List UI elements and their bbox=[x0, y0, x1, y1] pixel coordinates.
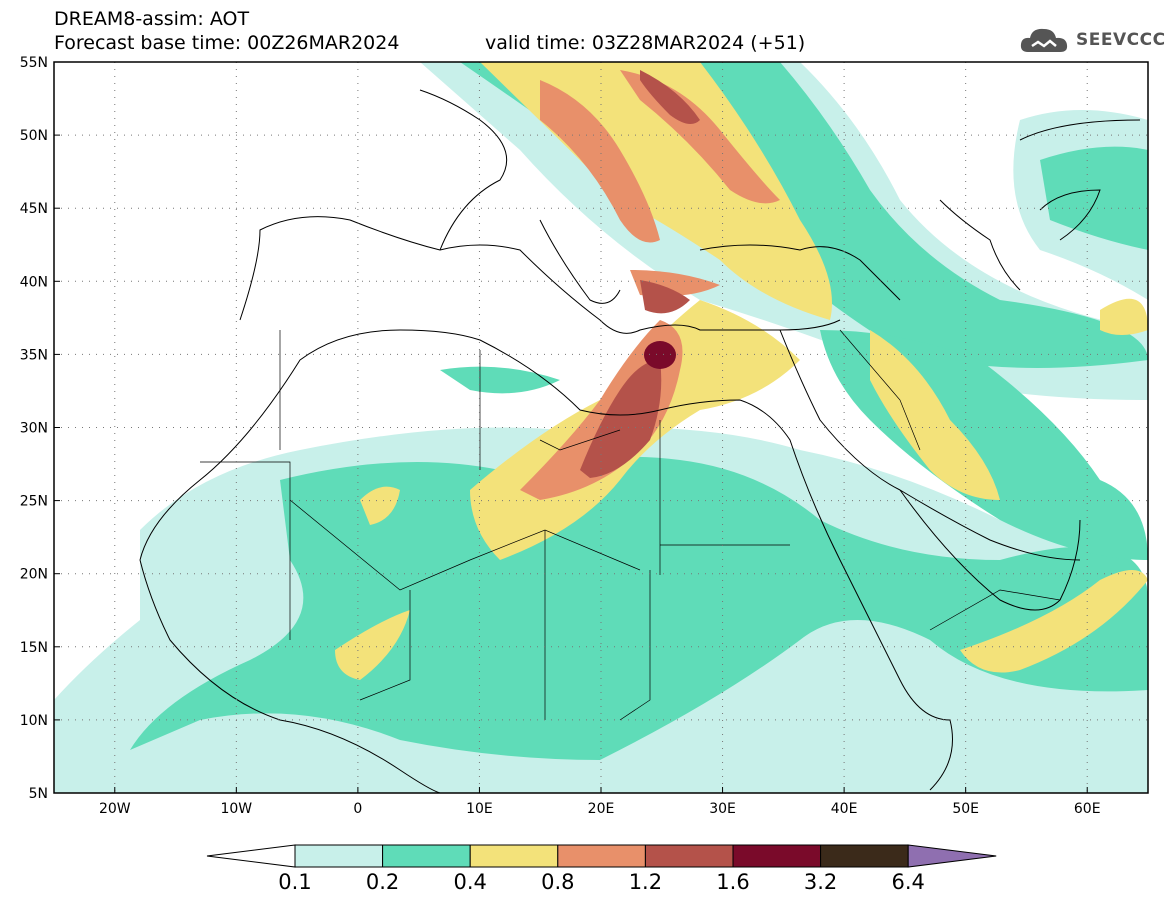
lat-tick-label: 10N bbox=[20, 713, 48, 729]
coastlines bbox=[139, 89, 1141, 793]
lat-tick-label: 50N bbox=[20, 128, 48, 144]
lat-tick-label: 40N bbox=[20, 274, 48, 290]
lon-tick-label: 60E bbox=[1074, 801, 1101, 817]
lon-tick-label: 40E bbox=[831, 801, 858, 817]
lon-tick-label: 30E bbox=[709, 801, 736, 817]
colorbar-low-arrow bbox=[206, 844, 296, 868]
colorbar-label: 0.8 bbox=[541, 870, 574, 894]
aot-level-1.2 bbox=[580, 70, 700, 478]
colorbar-label: 0.1 bbox=[278, 870, 311, 894]
logo-text: SEEVCCC bbox=[1076, 30, 1165, 50]
colorbar-label: 1.2 bbox=[629, 870, 662, 894]
colorbar-swatch bbox=[644, 844, 734, 868]
lat-tick-label: 35N bbox=[20, 347, 48, 363]
product-title: DREAM8-assim: AOT bbox=[54, 8, 250, 30]
base-time: Forecast base time: 00Z26MAR2024 bbox=[54, 32, 400, 54]
latitude-labels: 5N 10N 15N 20N 25N 30N 35N 40N 45N 50N 55N bbox=[20, 55, 60, 802]
lat-tick-label: 45N bbox=[20, 201, 48, 217]
lat-tick-label: 20N bbox=[20, 567, 48, 583]
aot-level-1.6 bbox=[644, 341, 676, 369]
colorbar-swatch bbox=[732, 844, 822, 868]
borders bbox=[200, 329, 1061, 721]
lat-tick-label: 25N bbox=[20, 494, 48, 510]
lat-tick-label: 5N bbox=[29, 786, 48, 802]
lat-tick-label: 30N bbox=[20, 421, 48, 437]
valid-time: valid time: 03Z28MAR2024 (+51) bbox=[485, 32, 806, 54]
colorbar-swatch bbox=[294, 844, 384, 868]
lon-tick-label: 10E bbox=[466, 801, 493, 817]
colorbar-swatch bbox=[382, 844, 471, 868]
lon-tick-label: 0 bbox=[353, 801, 362, 817]
colorbar-label: 3.2 bbox=[804, 870, 837, 894]
grid bbox=[54, 62, 1148, 793]
cloud-icon bbox=[1020, 28, 1068, 52]
colorbar-swatch bbox=[820, 844, 909, 868]
lon-tick-label: 20E bbox=[588, 801, 615, 817]
aot-field bbox=[54, 62, 1148, 793]
colorbar: 0.1 0.2 0.4 0.8 1.2 1.6 3.2 6.4 bbox=[206, 844, 997, 894]
lon-tick-label: 50E bbox=[952, 801, 979, 817]
lon-tick-label: 10W bbox=[220, 801, 252, 817]
colorbar-label: 0.2 bbox=[366, 870, 399, 894]
longitude-labels: 20W 10W 0 10E 20E 30E 40E 50E 60E bbox=[99, 787, 1101, 817]
colorbar-swatch bbox=[469, 844, 559, 868]
seevccc-logo: SEEVCCC bbox=[1018, 22, 1165, 62]
colorbar-swatch bbox=[557, 844, 646, 868]
lon-tick-label: 20W bbox=[99, 801, 131, 817]
lat-tick-label: 55N bbox=[20, 55, 48, 71]
colorbar-label: 6.4 bbox=[891, 870, 924, 894]
colorbar-high-arrow bbox=[907, 844, 997, 868]
lat-tick-label: 15N bbox=[20, 640, 48, 656]
colorbar-label: 1.6 bbox=[716, 870, 749, 894]
colorbar-label: 0.4 bbox=[453, 870, 486, 894]
